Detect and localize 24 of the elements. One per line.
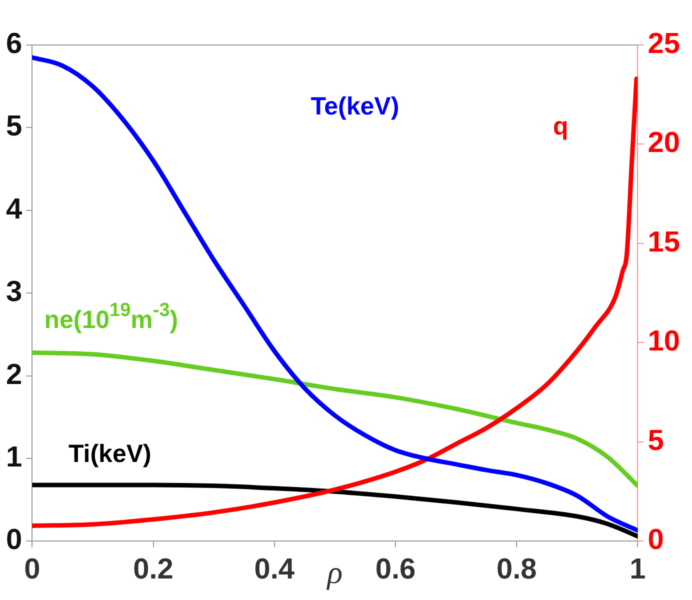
y-tick-label: 3 [6, 276, 22, 308]
text: Te(keV) [310, 92, 400, 120]
series-label: Ti(keV) [68, 440, 152, 468]
x-tick-label: 1 [630, 554, 646, 586]
x-tick-label: 0.8 [496, 554, 537, 586]
y-tick-label: 5 [6, 110, 22, 143]
y-tick-label: 6 [6, 28, 22, 60]
y2-tick-label: 20 [648, 127, 680, 160]
y2-tick-label: 5 [648, 424, 664, 457]
y2-tick-label: 10 [648, 326, 680, 358]
line-series [32, 350, 638, 488]
y2-tick-label: 25 [648, 28, 680, 60]
y-tick-label: 2 [6, 358, 22, 391]
y2-tick-label: 0 [648, 524, 664, 556]
y-tick-label: 1 [6, 442, 22, 474]
text: q [552, 112, 568, 140]
line-series [32, 482, 638, 538]
x-axis-title: ρ [326, 554, 343, 590]
y2-tick-label: 15 [648, 226, 680, 258]
y-tick-label: 4 [6, 193, 22, 226]
y-tick-label: 0 [6, 524, 22, 556]
x-tick-label: 0.6 [375, 554, 416, 586]
x-tick-label: 0.2 [133, 554, 174, 586]
x-tick-label: 0.4 [254, 554, 295, 586]
